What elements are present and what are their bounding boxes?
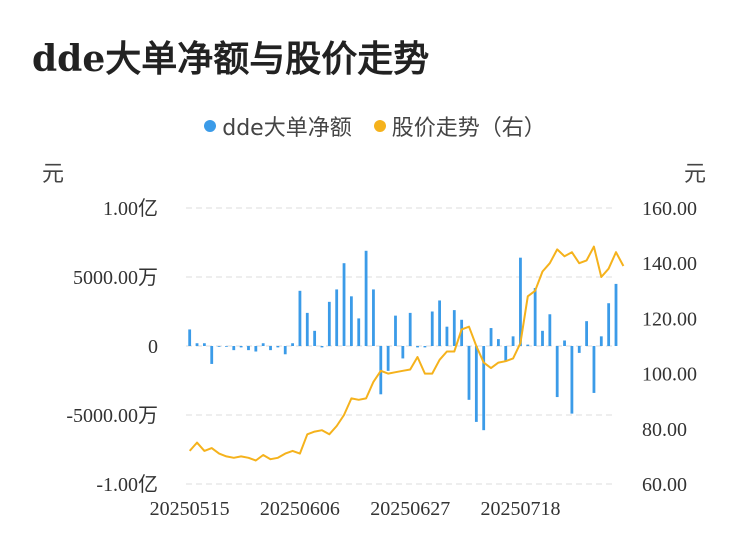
bar — [416, 346, 419, 348]
bar — [585, 321, 588, 346]
right-tick-label: 80.00 — [642, 419, 687, 441]
chart-title: dde大单净额与股价走势 — [32, 38, 430, 80]
bar — [467, 346, 471, 400]
x-tick-label: 20250627 — [370, 498, 450, 520]
bar — [372, 289, 375, 346]
legend-line-marker — [373, 120, 386, 132]
right-tick-label: 60.00 — [642, 474, 687, 496]
bar — [298, 290, 302, 346]
left-tick-label: -5000.00万 — [66, 405, 158, 427]
bar — [563, 340, 566, 346]
bar — [261, 343, 265, 346]
left-tick-label: 5000.00万 — [73, 267, 158, 289]
x-tick-label: 20250515 — [150, 498, 230, 520]
bar — [239, 346, 243, 348]
bar — [217, 346, 221, 347]
left-tick-label: -1.00亿 — [96, 473, 158, 496]
bar — [291, 343, 294, 346]
bar — [489, 328, 493, 346]
bar — [430, 311, 434, 346]
bar — [327, 301, 331, 346]
bar — [342, 263, 346, 346]
bar — [614, 283, 618, 346]
bar — [349, 296, 353, 346]
bar — [548, 314, 552, 346]
bar — [408, 312, 412, 346]
bar — [555, 346, 559, 398]
bar — [357, 318, 361, 346]
bar — [364, 250, 368, 346]
legend-line-label: 股价走势（右） — [391, 116, 546, 141]
bar — [313, 330, 317, 346]
bar — [202, 343, 206, 346]
bar — [511, 336, 515, 346]
bar — [438, 300, 441, 346]
bar — [320, 346, 324, 348]
bar — [188, 329, 192, 346]
bar — [577, 346, 581, 353]
bar — [460, 319, 464, 346]
bar — [526, 344, 530, 346]
legend-bar-label: dde大单净额 — [222, 116, 352, 141]
bar — [247, 346, 250, 351]
bar — [335, 289, 339, 346]
bar — [225, 346, 228, 347]
legend-item-bar[interactable]: dde大单净额 — [204, 110, 352, 142]
bar — [401, 346, 405, 359]
x-tick-label: 20250606 — [260, 498, 340, 520]
right-tick-label: 100.00 — [642, 364, 697, 386]
bar — [570, 346, 574, 414]
bar — [386, 346, 390, 371]
right-tick-label: 140.00 — [642, 253, 697, 275]
bar — [607, 303, 611, 346]
bar — [452, 310, 456, 346]
legend-item-line[interactable]: 股价走势（右） — [373, 110, 546, 142]
legend: dde大单净额 股价走势（右） — [0, 110, 750, 142]
bar — [269, 346, 272, 351]
left-tick-label: 1.00亿 — [103, 197, 158, 220]
bar — [283, 346, 287, 355]
bar — [210, 346, 214, 364]
left-axis-unit: 元 — [42, 162, 65, 187]
bar — [423, 346, 427, 348]
bar — [474, 346, 478, 422]
bar — [541, 330, 544, 346]
bar — [504, 346, 508, 362]
x-tick-label: 20250718 — [480, 498, 560, 520]
bar — [482, 346, 486, 431]
bar — [254, 346, 258, 352]
bar — [232, 346, 236, 351]
bar — [394, 315, 397, 346]
left-tick-label: 0 — [148, 336, 158, 358]
bar — [305, 312, 309, 346]
price-line — [188, 245, 625, 462]
bar — [276, 346, 280, 348]
bar — [496, 339, 500, 346]
right-axis-unit: 元 — [684, 162, 707, 187]
bar — [445, 326, 449, 346]
bar — [599, 336, 603, 346]
right-tick-label: 120.00 — [642, 308, 697, 330]
bar — [533, 288, 537, 346]
right-tick-label: 160.00 — [642, 198, 697, 220]
bar — [195, 343, 199, 346]
bar — [592, 346, 596, 393]
legend-bar-marker — [204, 120, 217, 132]
bar — [519, 257, 522, 346]
